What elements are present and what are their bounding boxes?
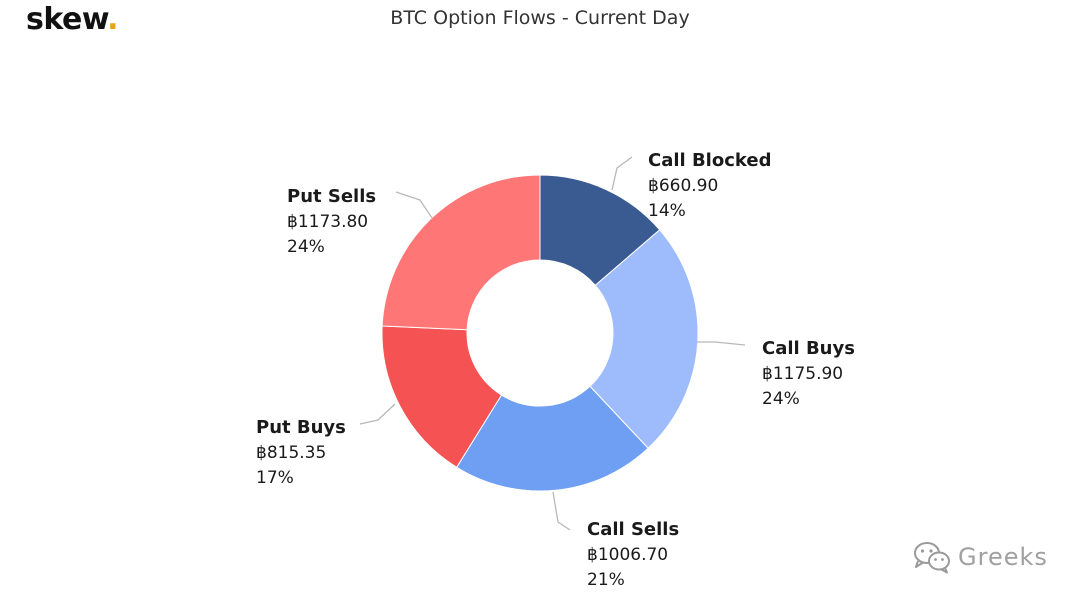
slice-name-call-sells: Call Sells — [587, 519, 679, 540]
slice-percent-call-sells: 21% — [587, 570, 625, 590]
leader-line-call-buys — [697, 341, 746, 346]
leader-line-put-sells — [395, 191, 433, 219]
slice-call-sells[interactable] — [456, 385, 649, 492]
slice-label-put-buys: Put Buys ฿815.35 17% — [256, 417, 346, 488]
slice-percent-put-buys: 17% — [256, 468, 294, 488]
slice-label-call-blocked: Call Blocked ฿660.90 14% — [648, 150, 771, 221]
slice-value-call-buys: ฿1175.90 — [762, 364, 843, 384]
slice-label-call-sells: Call Sells ฿1006.70 21% — [587, 519, 679, 590]
leader-line-put-buys — [359, 403, 396, 425]
slice-percent-call-buys: 24% — [762, 389, 800, 409]
slice-name-call-buys: Call Buys — [762, 338, 855, 359]
leader-line-call-sells — [552, 491, 571, 531]
slice-label-put-sells: Put Sells ฿1173.80 24% — [287, 186, 376, 257]
slice-value-put-sells: ฿1173.80 — [287, 212, 368, 232]
logo-dot: . — [107, 2, 119, 37]
slice-put-sells[interactable] — [381, 174, 541, 331]
slice-put-buys[interactable] — [381, 325, 503, 468]
watermark: Greeks — [912, 540, 1048, 574]
leader-line-call-blocked — [611, 156, 633, 191]
slice-name-put-buys: Put Buys — [256, 417, 346, 438]
slice-value-call-blocked: ฿660.90 — [648, 176, 718, 196]
logo-text: skew — [26, 2, 108, 37]
slice-name-put-sells: Put Sells — [287, 186, 376, 207]
slice-percent-put-sells: 24% — [287, 237, 325, 257]
skew-logo: skew. — [26, 2, 119, 37]
chart-title: BTC Option Flows - Current Day — [390, 7, 690, 29]
slice-value-call-sells: ฿1006.70 — [587, 545, 668, 565]
slice-percent-call-blocked: 14% — [648, 201, 686, 221]
wechat-icon — [914, 542, 950, 574]
watermark-text: Greeks — [958, 543, 1048, 571]
slice-value-put-buys: ฿815.35 — [256, 443, 326, 463]
slice-label-call-buys: Call Buys ฿1175.90 24% — [762, 338, 855, 409]
slice-name-call-blocked: Call Blocked — [648, 150, 771, 171]
slice-call-buys[interactable] — [589, 229, 699, 449]
